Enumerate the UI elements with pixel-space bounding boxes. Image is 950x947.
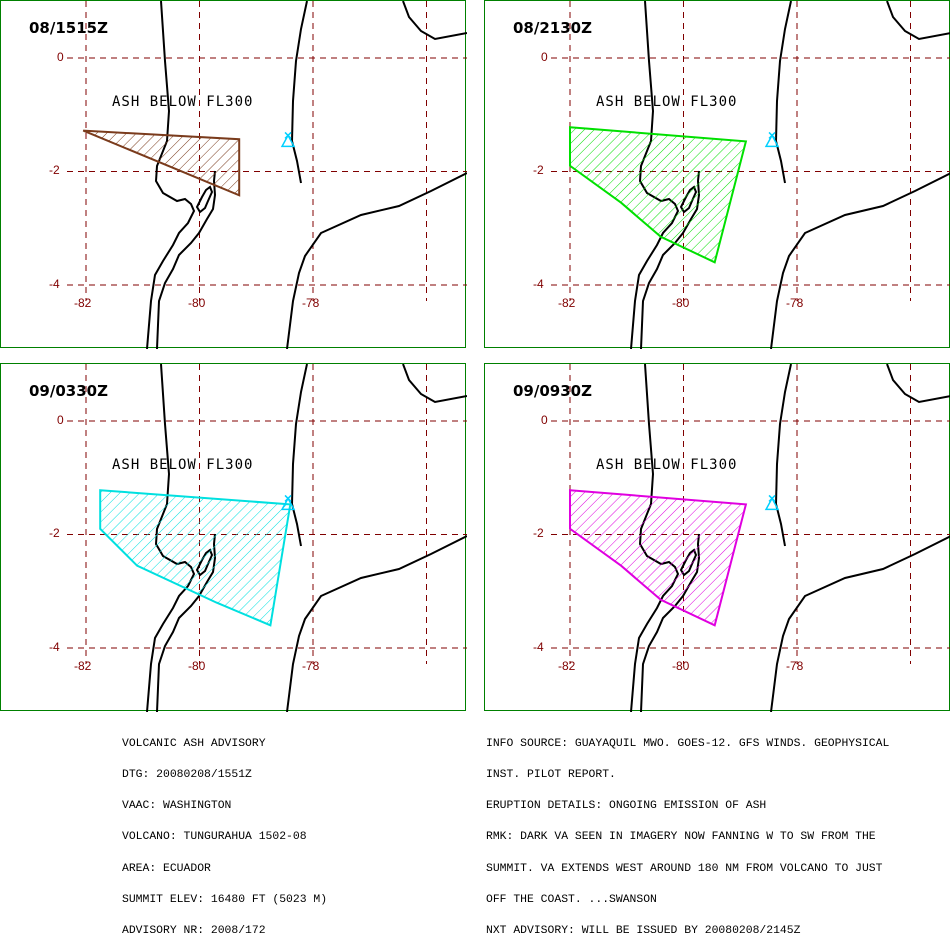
coastline <box>774 364 792 547</box>
coastline <box>156 170 217 349</box>
coastline <box>286 535 467 712</box>
lat-label-4: -4 <box>49 277 60 291</box>
ash-label-2: ASH BELOW FL300 <box>596 94 738 110</box>
lat-label-0: 0 <box>57 413 64 427</box>
lat-label-2: -2 <box>49 526 60 540</box>
map-panel-3: 09/0330Z ASH BELOW FL300 0 -2 -4 -82 -80… <box>0 363 467 712</box>
panel-title-4: 09/0930Z <box>513 382 592 400</box>
lon-label-80: -80 <box>672 659 690 673</box>
lon-label-78: -78 <box>786 296 804 310</box>
coastline <box>290 364 308 547</box>
lat-label-4: -4 <box>533 640 544 654</box>
coastline <box>402 364 467 404</box>
coastline <box>195 185 214 214</box>
coastline <box>886 1 950 41</box>
advisory-line: SUMMIT ELEV: 16480 FT (5023 M) <box>122 893 328 906</box>
coastline <box>402 1 467 41</box>
lat-label-4: -4 <box>49 640 60 654</box>
ash-label-1: ASH BELOW FL300 <box>112 94 254 110</box>
coastline <box>290 1 308 184</box>
advisory-line: OFF THE COAST. ...SWANSON <box>486 893 657 906</box>
lon-label-82: -82 <box>74 659 92 673</box>
panel-title-3: 09/0330Z <box>29 382 108 400</box>
ash-cloud-polygon <box>82 129 241 197</box>
lat-label-2: -2 <box>533 526 544 540</box>
volcano-icon <box>764 131 780 148</box>
lon-label-82: -82 <box>558 296 576 310</box>
lon-label-80: -80 <box>188 659 206 673</box>
ash-cloud-polygon <box>99 489 292 627</box>
panel-title-2: 08/2130Z <box>513 19 592 37</box>
advisory-line: ERUPTION DETAILS: ONGOING EMISSION OF AS… <box>486 800 767 813</box>
panel-title-1: 08/1515Z <box>29 19 108 37</box>
ash-label-4: ASH BELOW FL300 <box>596 457 738 473</box>
lat-label-4: -4 <box>533 277 544 291</box>
ash-label-3: ASH BELOW FL300 <box>112 457 254 473</box>
coastline <box>770 535 950 712</box>
map-panel-1: 08/1515Z ASH BELOW FL300 0 -2 -4 -82 -80… <box>0 0 467 349</box>
map-canvas-3 <box>67 364 467 712</box>
advisory-header-block: VOLCANIC ASH ADVISORY DTG: 20080208/1551… <box>122 718 327 947</box>
advisory-line: VOLCANIC ASH ADVISORY <box>122 737 266 750</box>
map-panel-4: 09/0930Z ASH BELOW FL300 0 -2 -4 -82 -80… <box>484 363 950 712</box>
advisory-details-block: INFO SOURCE: GUAYAQUIL MWO. GOES-12. GFS… <box>486 718 889 947</box>
advisory-line: INFO SOURCE: GUAYAQUIL MWO. GOES-12. GFS… <box>486 737 890 750</box>
lon-label-78: -78 <box>302 296 320 310</box>
advisory-line: DTG: 20080208/1551Z <box>122 769 252 782</box>
lon-label-78: -78 <box>302 659 320 673</box>
volcano-icon <box>280 131 296 148</box>
map-canvas-1 <box>67 1 467 349</box>
ash-cloud-polygon <box>569 489 748 627</box>
advisory-line: VOLCANO: TUNGURAHUA 1502-08 <box>122 831 307 844</box>
advisory-line: INST. PILOT REPORT. <box>486 769 616 782</box>
advisory-line: VAAC: WASHINGTON <box>122 800 232 813</box>
lat-label-2: -2 <box>49 163 60 177</box>
coastline <box>886 364 950 404</box>
lat-label-2: -2 <box>533 163 544 177</box>
advisory-line: ADVISORY NR: 2008/172 <box>122 925 266 938</box>
lat-label-0: 0 <box>541 50 548 64</box>
advisory-line: SUMMIT. VA EXTENDS WEST AROUND 180 NM FR… <box>486 862 883 875</box>
volcano-icon <box>764 494 780 511</box>
lon-label-82: -82 <box>74 296 92 310</box>
coastline <box>770 172 950 349</box>
lon-label-80: -80 <box>188 296 206 310</box>
advisory-line: NXT ADVISORY: WILL BE ISSUED BY 20080208… <box>486 925 801 938</box>
volcano-icon <box>280 494 296 511</box>
advisory-line: AREA: ECUADOR <box>122 862 211 875</box>
map-canvas-2 <box>551 1 950 349</box>
lon-label-82: -82 <box>558 659 576 673</box>
map-panel-2: 08/2130Z ASH BELOW FL300 0 -2 -4 -82 -80… <box>484 0 950 349</box>
coastline <box>286 172 467 349</box>
ash-cloud-polygon <box>569 126 748 264</box>
advisory-line: RMK: DARK VA SEEN IN IMAGERY NOW FANNING… <box>486 831 876 844</box>
lat-label-0: 0 <box>57 50 64 64</box>
coastline <box>146 1 196 349</box>
map-canvas-4 <box>551 364 950 712</box>
lat-label-0: 0 <box>541 413 548 427</box>
lon-label-78: -78 <box>786 659 804 673</box>
coastline <box>774 1 792 184</box>
lon-label-80: -80 <box>672 296 690 310</box>
